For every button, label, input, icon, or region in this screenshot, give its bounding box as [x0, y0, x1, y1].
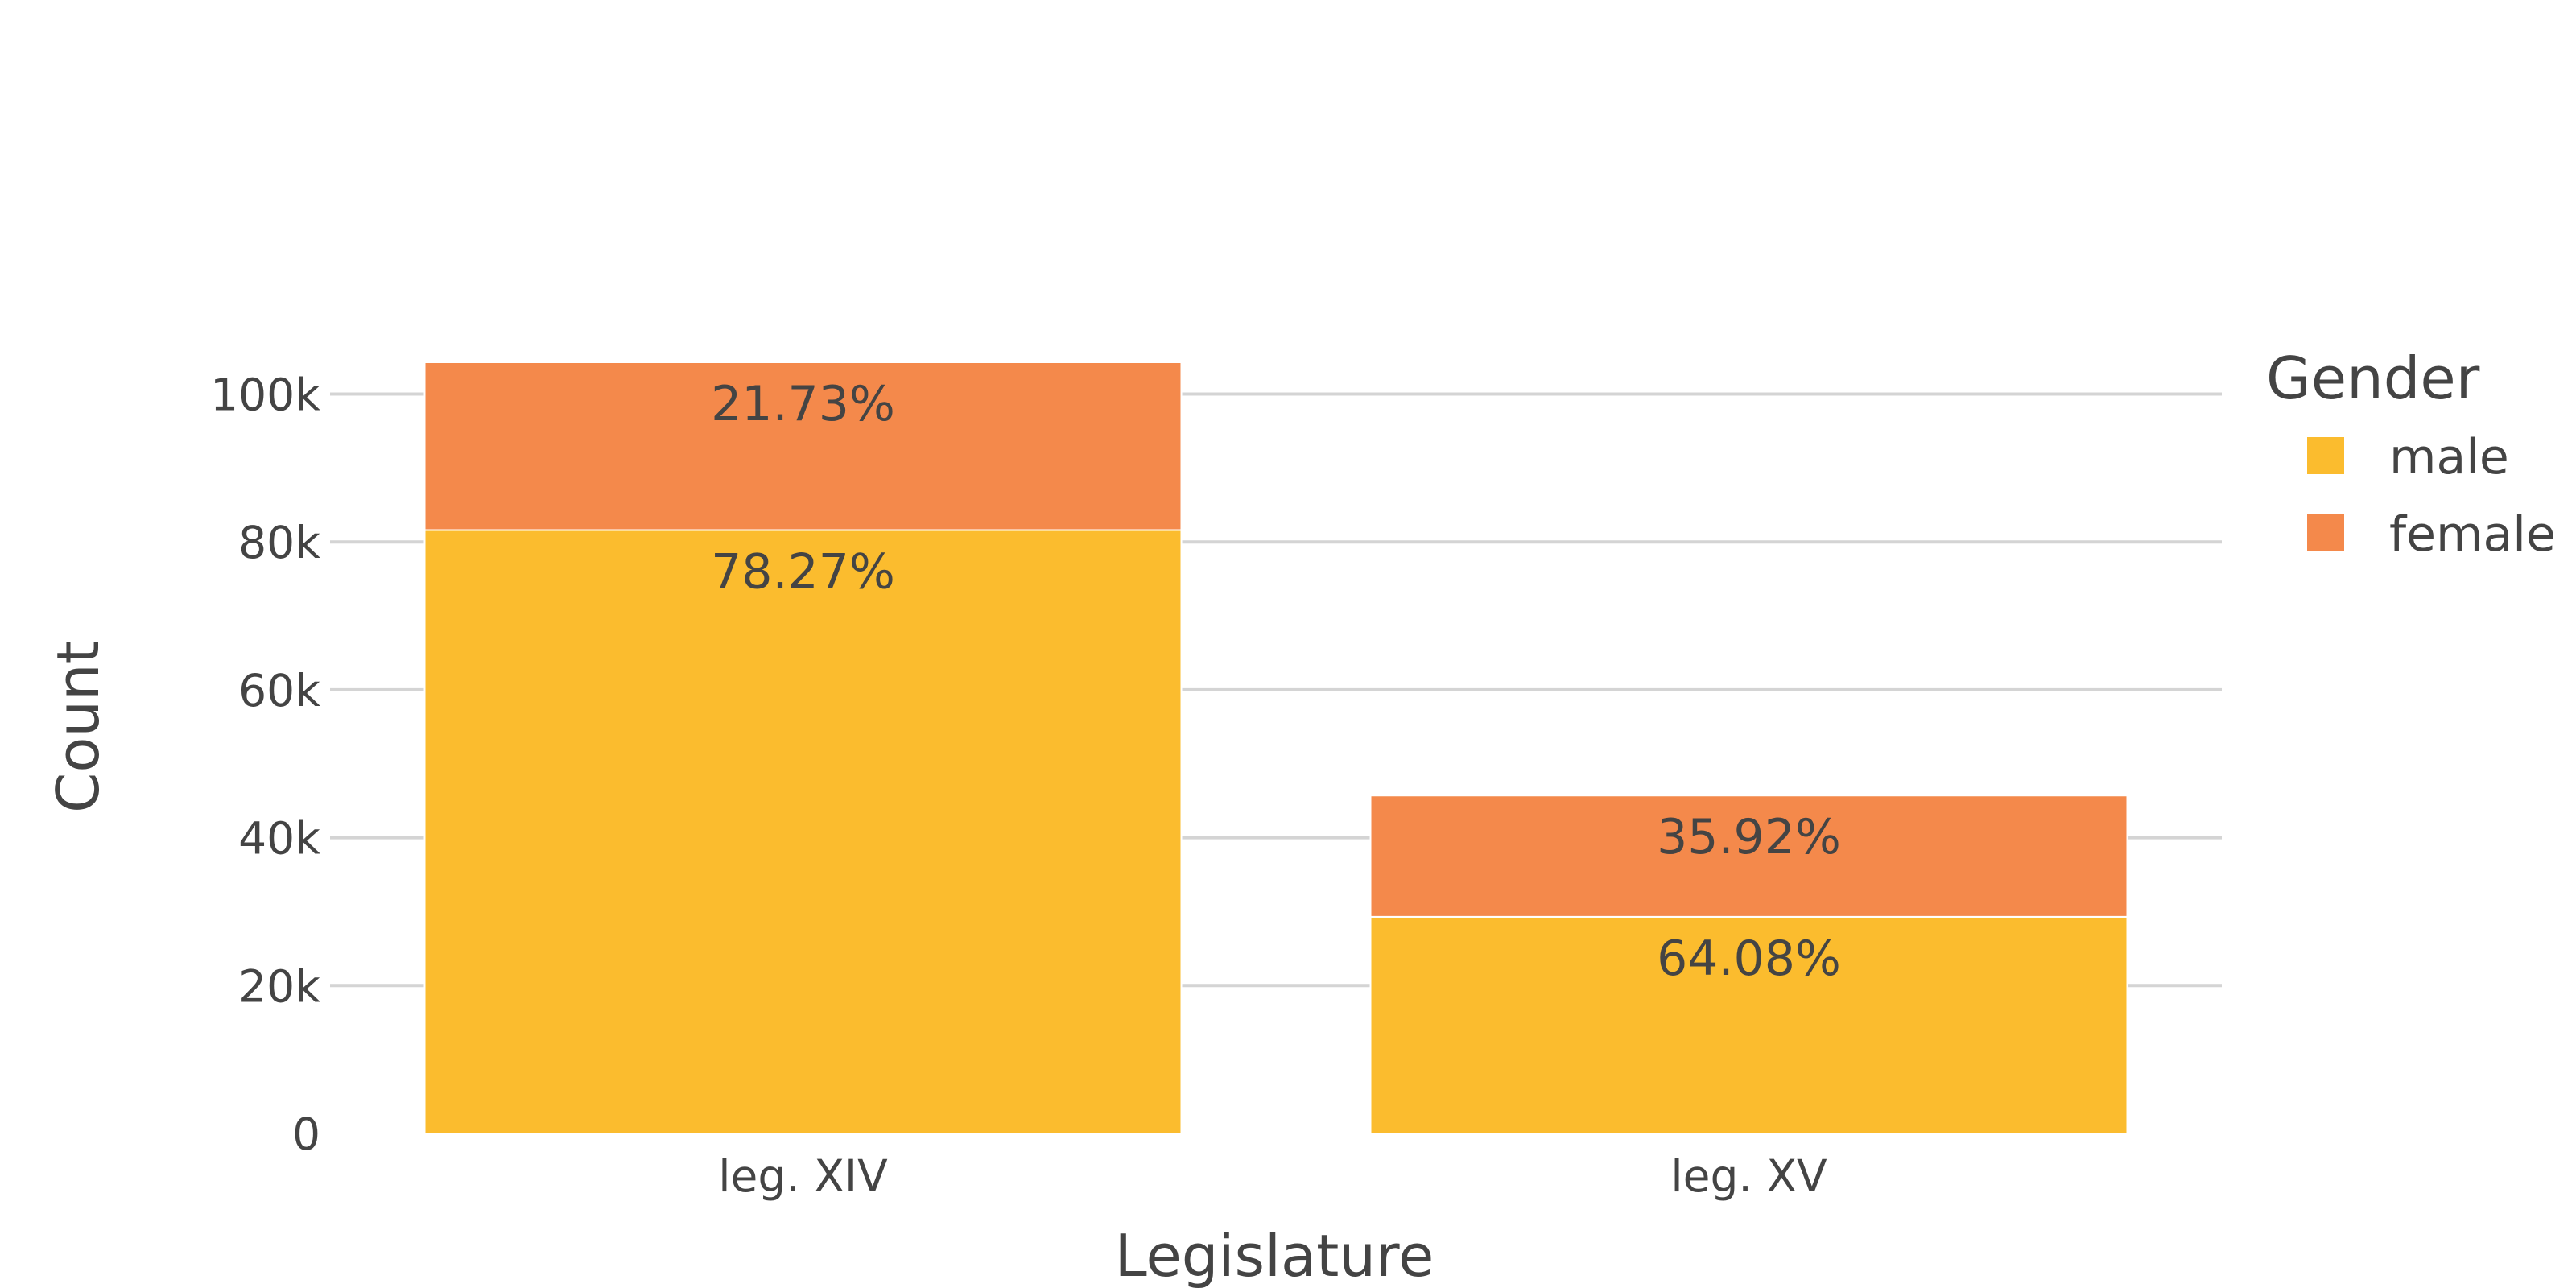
legend-swatch-male — [2307, 437, 2344, 474]
bar-female-1 — [1369, 795, 2128, 918]
bar-label-female-0: 21.73% — [711, 376, 895, 432]
x-axis-title: Legislature — [1115, 1222, 1435, 1288]
y-tick-label: 20k — [238, 960, 320, 1012]
y-tick-label: 80k — [238, 517, 320, 568]
x-axis-ticks: leg. XIV leg. XV — [718, 1150, 1827, 1202]
bar-label-female-1: 35.92% — [1657, 809, 1841, 865]
legend: Gender male female — [2266, 345, 2556, 563]
bar-label-male-0: 78.27% — [711, 544, 895, 601]
bars — [423, 361, 2128, 1135]
y-tick-label: 0 — [292, 1108, 320, 1160]
bar-male-0 — [423, 529, 1183, 1134]
bar-male-1 — [1369, 915, 2128, 1135]
y-tick-label: 100k — [210, 369, 320, 420]
x-tick-label: leg. XV — [1670, 1150, 1827, 1202]
legend-label-male: male — [2389, 429, 2509, 485]
legend-label-female: female — [2389, 506, 2556, 563]
bar-labels: 78.27% 21.73% 64.08% 35.92% — [711, 376, 1841, 987]
legend-title: Gender — [2266, 345, 2480, 412]
y-axis-ticks: 0 20k 40k 60k 80k 100k — [210, 369, 320, 1160]
bar-label-male-1: 64.08% — [1657, 931, 1841, 987]
legend-swatch-female — [2307, 514, 2344, 551]
y-axis-title: Count — [44, 641, 112, 813]
bar-female-0 — [423, 361, 1183, 531]
x-tick-label: leg. XIV — [718, 1150, 888, 1202]
y-tick-label: 60k — [238, 665, 320, 716]
y-tick-label: 40k — [238, 813, 320, 865]
